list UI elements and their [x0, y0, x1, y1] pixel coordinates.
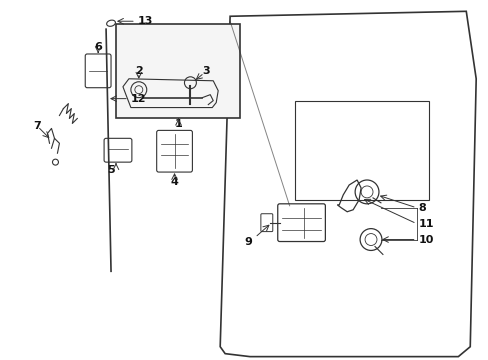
Text: 3: 3	[202, 66, 210, 76]
Text: 1: 1	[174, 120, 182, 130]
Text: 5: 5	[107, 165, 115, 175]
Text: 6: 6	[94, 42, 102, 52]
Text: 7: 7	[34, 121, 41, 131]
Text: 10: 10	[418, 234, 433, 244]
Text: 12: 12	[131, 94, 146, 104]
Text: 9: 9	[244, 237, 251, 247]
Text: 2: 2	[135, 66, 142, 76]
Text: 8: 8	[418, 203, 426, 213]
Text: 13: 13	[138, 16, 153, 26]
Text: 11: 11	[418, 219, 433, 229]
Bar	[116, 24, 240, 118]
Text: 4: 4	[170, 177, 178, 187]
